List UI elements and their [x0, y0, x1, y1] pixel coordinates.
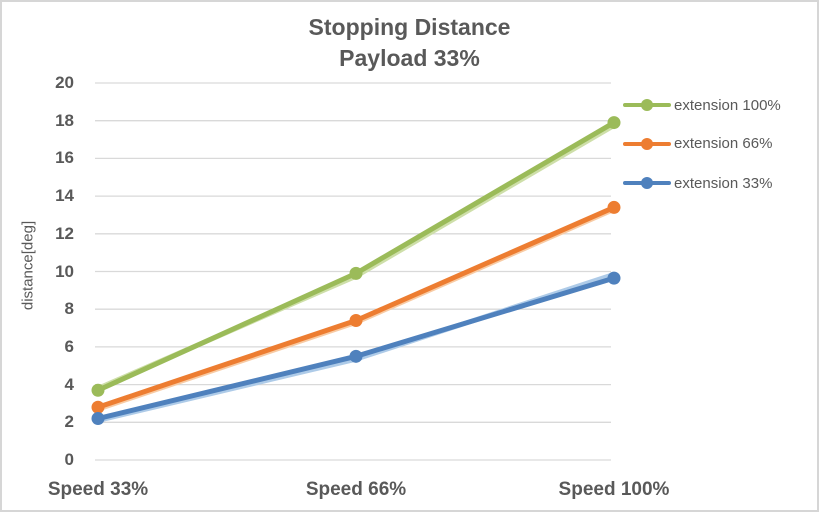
y-tick-label: 20 [55, 73, 74, 92]
x-axis-label: Speed 33% [47, 479, 149, 500]
chart-title-line1: Stopping Distance [308, 14, 511, 40]
legend-item: extension 33% [622, 171, 772, 195]
legend-item: extension 66% [622, 132, 772, 156]
legend-label: extension 100% [674, 96, 781, 114]
data-point-marker [91, 412, 105, 426]
data-point-marker [607, 116, 621, 130]
y-tick-label: 4 [64, 374, 74, 394]
y-tick-label: 16 [55, 148, 74, 168]
legend-label: extension 66% [674, 135, 773, 152]
data-point-marker [349, 314, 363, 328]
y-tick-label: 12 [55, 223, 74, 243]
y-tick-label: 0 [64, 450, 74, 469]
legend-marker-icon [623, 177, 671, 189]
legend-marker-icon [623, 137, 671, 150]
data-point-marker [91, 383, 105, 397]
legend-item: extension 100% [622, 93, 781, 117]
series-line [95, 275, 617, 422]
series-shadow-line [95, 122, 617, 391]
y-tick-label: 8 [64, 299, 74, 319]
y-tick-label: 10 [55, 261, 74, 281]
x-axis-label: Speed 100% [558, 479, 670, 500]
data-point-marker [607, 200, 621, 214]
y-tick-label: 18 [55, 110, 74, 130]
data-point-marker [349, 266, 363, 280]
y-tick-label: 2 [64, 412, 74, 432]
data-point-marker [91, 400, 105, 414]
chart-title: Stopping Distance Payload 33% [2, 12, 817, 74]
series-line [95, 204, 617, 410]
y-axis-title: distance[deg] [19, 220, 37, 311]
y-tick-label: 6 [64, 336, 74, 356]
data-point-marker [607, 271, 621, 285]
data-point-marker [349, 349, 363, 363]
y-tick-label: 14 [55, 186, 74, 206]
chart-title-line2: Payload 33% [339, 45, 480, 71]
legend-label: extension 33% [674, 174, 773, 192]
legend-marker-icon [623, 99, 671, 111]
x-axis-label: Speed 66% [305, 479, 407, 500]
